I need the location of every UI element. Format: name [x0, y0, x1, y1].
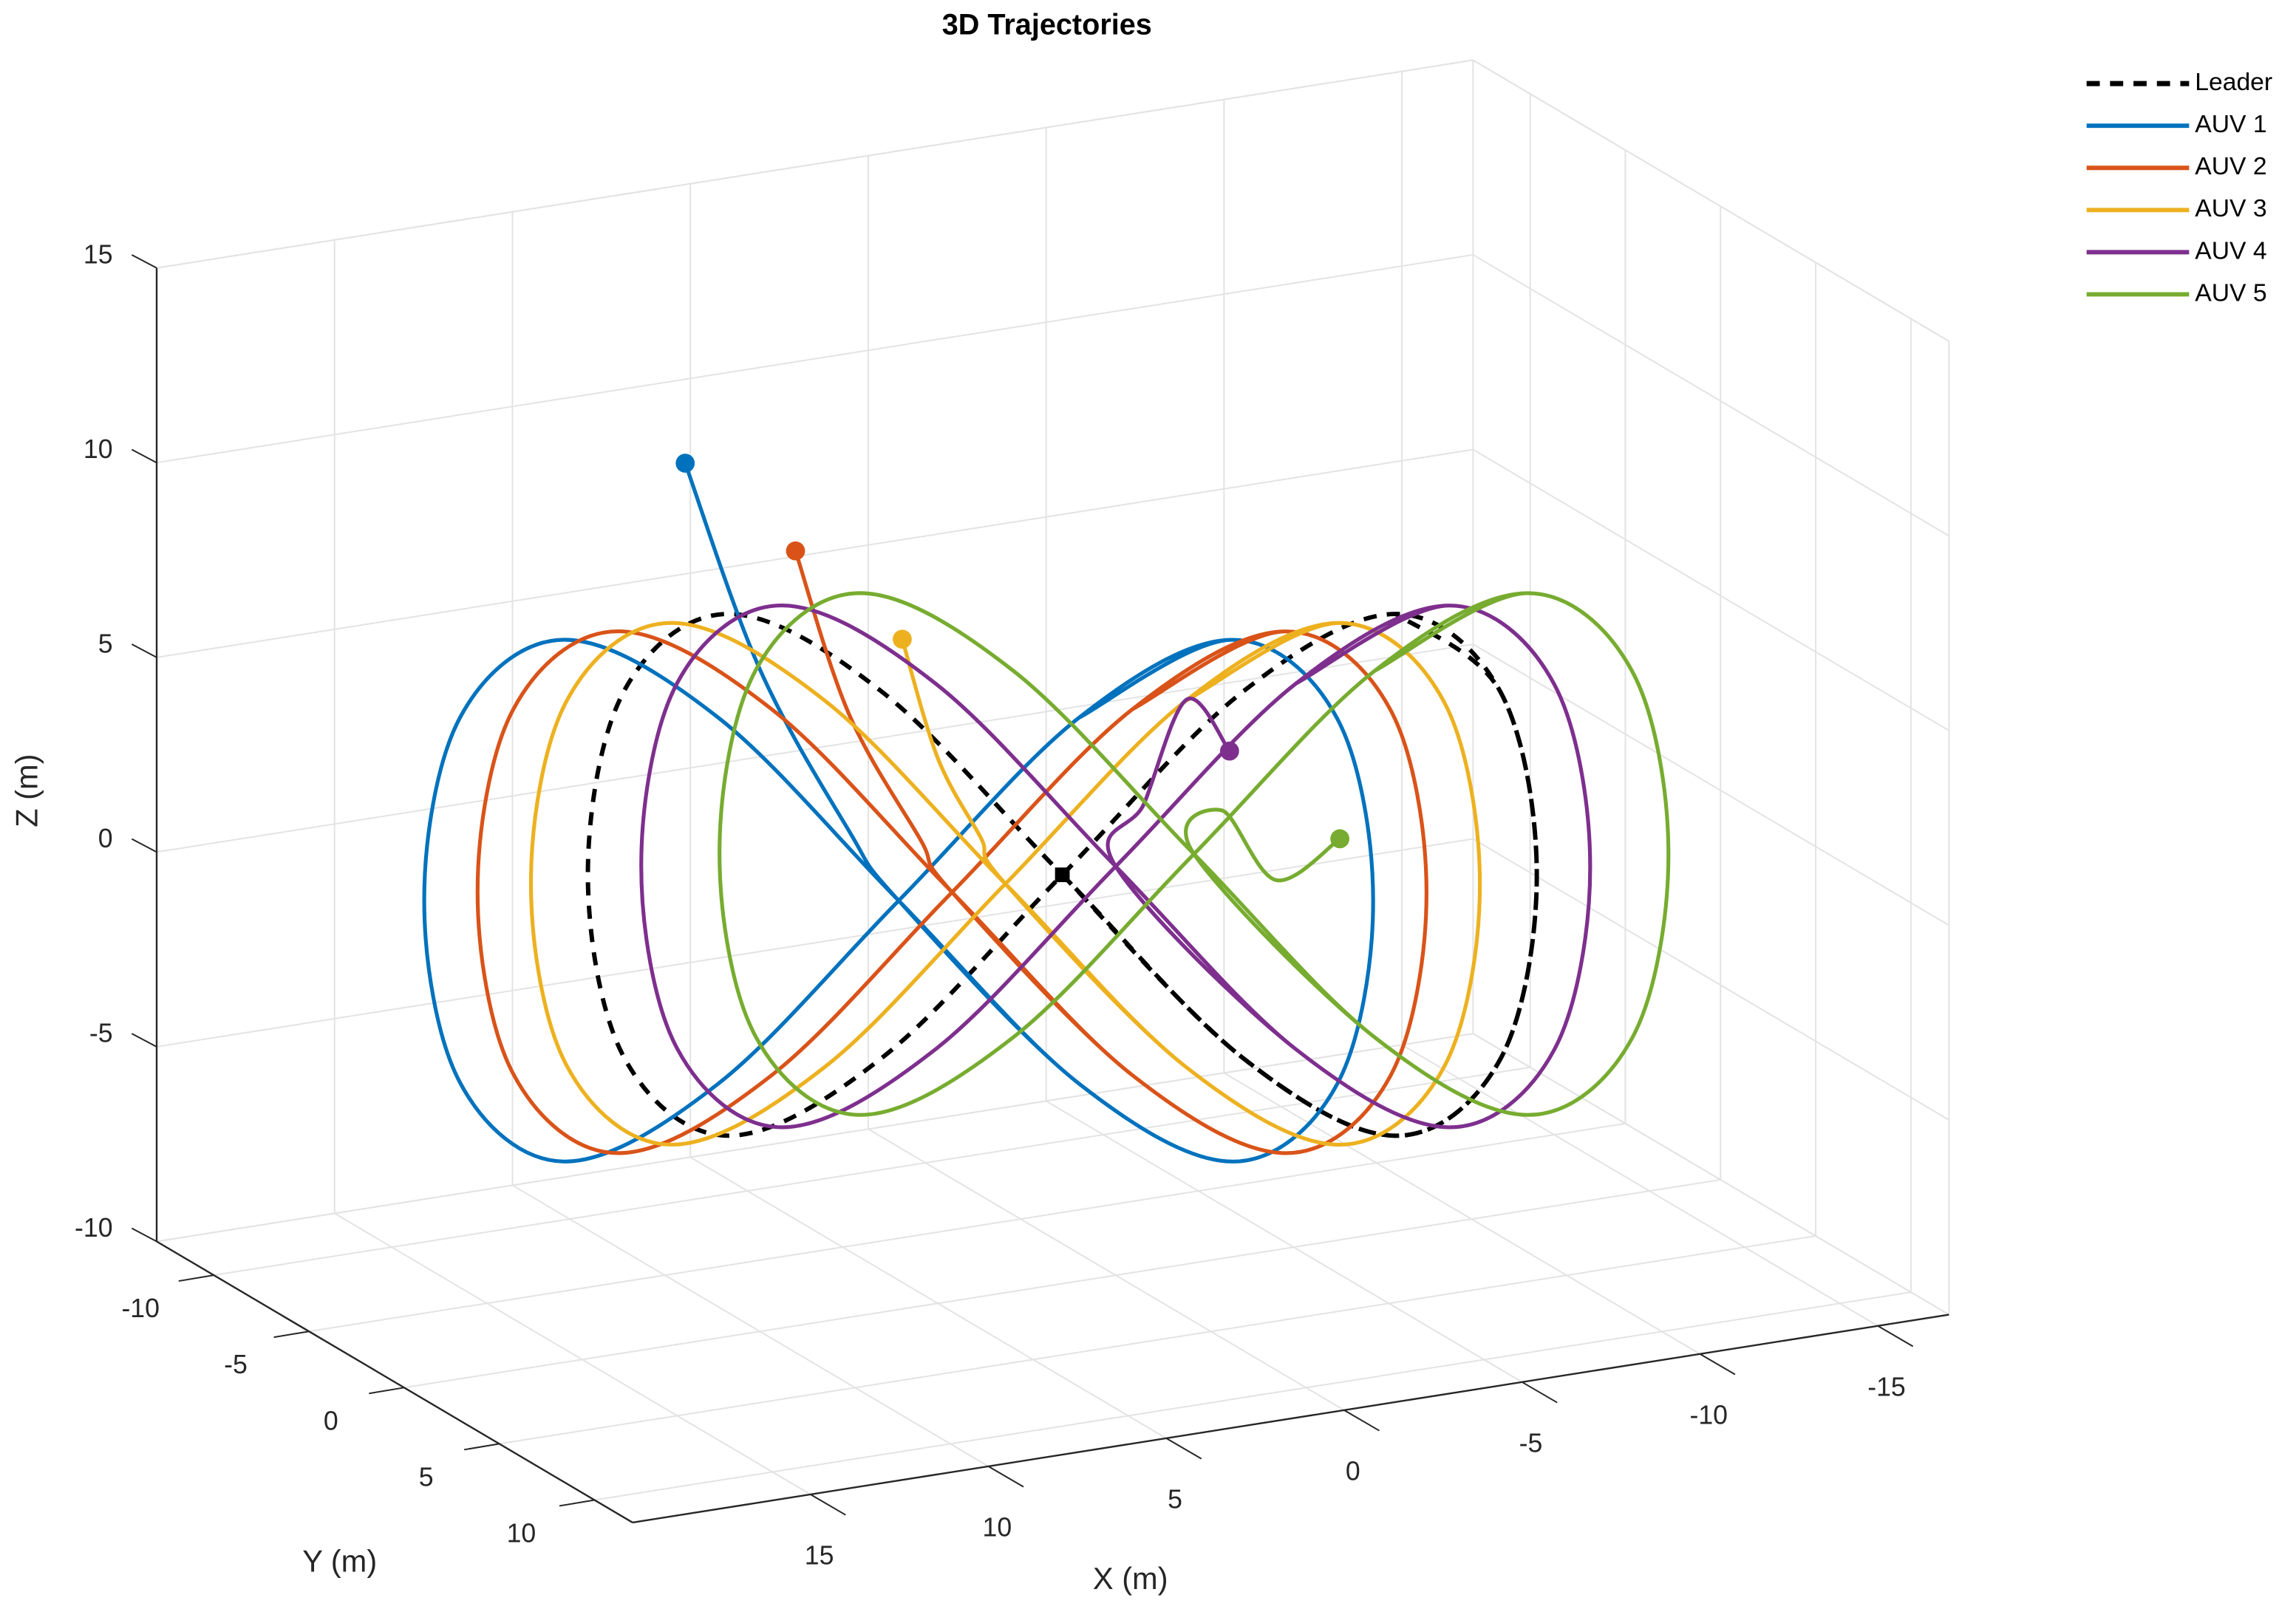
- y-tick-label: 5: [419, 1462, 434, 1492]
- y-tick-label: -5: [224, 1350, 248, 1379]
- grid-line: [308, 1122, 1626, 1333]
- start-marker: [1330, 829, 1349, 849]
- grid-line: [156, 448, 1474, 658]
- legend-label: AUV 5: [2195, 279, 2266, 307]
- start-marker: [1219, 741, 1239, 761]
- legend-label: AUV 2: [2195, 153, 2266, 180]
- x-tick-label: 15: [805, 1541, 834, 1571]
- grid-line: [511, 1184, 989, 1467]
- z-tick: [131, 643, 157, 658]
- x-tick: [1877, 1325, 1914, 1347]
- legend-label: AUV 4: [2195, 237, 2266, 264]
- grid-line: [334, 1212, 811, 1495]
- y-axis-line: [156, 1240, 633, 1523]
- z-tick-label: 15: [84, 239, 113, 269]
- trajectory: [639, 604, 1592, 1130]
- grid-line: [499, 1235, 1816, 1445]
- grid-line: [156, 253, 1474, 464]
- y-tick: [369, 1387, 405, 1395]
- z-tick-label: -5: [89, 1019, 113, 1048]
- grid-line: [1401, 1044, 1878, 1327]
- x-tick: [1165, 1438, 1202, 1460]
- grid-line: [1472, 448, 1949, 731]
- start-marker: [675, 454, 695, 473]
- y-tick: [178, 1274, 214, 1282]
- y-tick: [463, 1443, 500, 1451]
- grid-line: [1223, 1072, 1700, 1355]
- grid-line: [1472, 838, 1949, 1121]
- grid-line: [868, 1128, 1345, 1411]
- grid-line: [1046, 1100, 1523, 1383]
- legend-label: Leader: [2195, 69, 2272, 96]
- start-marker: [1055, 867, 1070, 883]
- y-tick-label: 10: [507, 1518, 536, 1548]
- x-tick-label: 0: [1346, 1456, 1360, 1486]
- x-tick-label: 5: [1168, 1484, 1182, 1514]
- z-tick: [131, 448, 157, 464]
- x-axis-title: X (m): [1093, 1561, 1168, 1596]
- trajectory: [475, 550, 1428, 1155]
- x-tick: [987, 1466, 1024, 1488]
- z-tick: [131, 1033, 157, 1048]
- start-marker: [893, 629, 912, 649]
- grid-line: [156, 1033, 1474, 1243]
- x-tick-label: 10: [983, 1513, 1012, 1543]
- x-tick: [1343, 1409, 1380, 1432]
- grid-line: [156, 838, 1474, 1048]
- z-tick: [131, 254, 157, 269]
- grid-line: [1472, 254, 1949, 537]
- y-tick: [273, 1330, 310, 1339]
- legend-label: AUV 3: [2195, 195, 2266, 222]
- y-tick-label: 0: [324, 1406, 338, 1435]
- y-tick-label: -10: [121, 1294, 160, 1323]
- z-tick-label: 0: [98, 824, 113, 853]
- x-tick: [1699, 1353, 1736, 1376]
- trajectory: [585, 612, 1539, 1138]
- grid-line: [594, 1291, 1912, 1501]
- z-tick: [131, 1227, 157, 1243]
- z-tick-label: 5: [98, 629, 113, 658]
- z-tick-label: 10: [84, 434, 113, 464]
- grid-line: [403, 1178, 1721, 1389]
- z-axis-title: Z (m): [10, 754, 44, 827]
- x-tick: [810, 1494, 846, 1516]
- x-tick-label: -15: [1867, 1372, 1906, 1401]
- grid-line: [156, 59, 1474, 269]
- grid-line: [214, 1066, 1530, 1277]
- trajectory: [528, 621, 1482, 1147]
- chart-title: 3D Trajectories: [942, 8, 1152, 41]
- z-tick: [131, 838, 157, 853]
- y-tick: [559, 1499, 595, 1507]
- z-tick-label: -10: [75, 1213, 113, 1243]
- grid-line: [1472, 643, 1949, 926]
- y-axis-title: Y (m): [302, 1543, 377, 1578]
- start-marker: [786, 541, 805, 561]
- grid-line: [689, 1156, 1167, 1439]
- x-tick-label: -5: [1519, 1428, 1543, 1458]
- grid-line: [1472, 59, 1949, 342]
- x-tick-label: -10: [1689, 1400, 1728, 1429]
- x-axis-line: [632, 1313, 1949, 1524]
- grid-line: [1472, 1033, 1949, 1316]
- x-tick: [1522, 1381, 1558, 1404]
- trajectory: [718, 591, 1671, 1117]
- legend-label: AUV 1: [2195, 111, 2266, 138]
